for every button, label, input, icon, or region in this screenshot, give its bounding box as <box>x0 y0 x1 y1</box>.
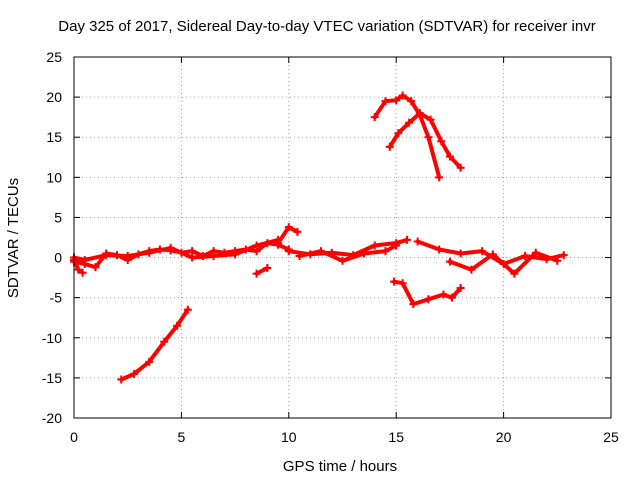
data-point <box>317 247 326 256</box>
data-point <box>445 152 454 161</box>
data-point <box>467 265 476 274</box>
data-point <box>359 249 368 258</box>
series-neg-15h <box>392 279 463 307</box>
data-point <box>293 227 302 236</box>
data-point <box>521 251 530 260</box>
data-point <box>531 248 540 257</box>
data-point <box>160 337 169 346</box>
data-point <box>392 96 401 105</box>
data-point <box>74 265 83 274</box>
data-point <box>102 251 111 260</box>
series-pos-arc-lower <box>387 111 463 170</box>
data-point <box>456 163 465 172</box>
x-axis-title: GPS time / hours <box>283 458 397 475</box>
data-point <box>488 250 497 259</box>
x-tick-label: 5 <box>178 429 186 445</box>
y-tick-label: 20 <box>46 89 62 105</box>
data-point <box>173 321 182 330</box>
data-point <box>145 357 154 366</box>
y-axis-title: SDTVAR / TECUs <box>5 178 22 298</box>
axis-ticks: 0 5 10 15 20 25 -20 -15 -10 -5 0 5 10 15 20 25 <box>42 49 619 445</box>
data-point <box>445 257 454 266</box>
x-tick-label: 20 <box>496 429 512 445</box>
data-point <box>209 251 218 260</box>
data-point <box>437 137 446 146</box>
data-point <box>381 97 390 106</box>
plot-frame <box>73 56 612 419</box>
y-tick-label: -15 <box>42 370 62 386</box>
data-point <box>252 241 261 250</box>
y-tick-label: 10 <box>46 169 62 185</box>
data-point <box>392 241 401 250</box>
data-point <box>370 113 379 122</box>
chart-title: Day 325 of 2017, Sidereal Day-to-day VTE… <box>58 18 595 35</box>
data-point <box>415 109 424 118</box>
data-point <box>166 243 175 252</box>
data-point <box>284 223 293 232</box>
data-point <box>145 248 154 257</box>
data-point <box>426 115 435 124</box>
series-neg-ramp <box>119 307 190 382</box>
x-tick-label: 0 <box>70 429 78 445</box>
data-point <box>390 277 399 286</box>
data-point <box>424 295 433 304</box>
data-point <box>413 237 422 246</box>
data-point <box>398 279 407 288</box>
data-point <box>274 239 283 248</box>
data-point <box>405 118 414 127</box>
data-point <box>252 269 261 278</box>
data-point <box>435 173 444 182</box>
data-point <box>553 256 562 265</box>
data-point <box>130 369 139 378</box>
data-point <box>435 245 444 254</box>
data-point <box>559 251 568 260</box>
y-tick-label: -20 <box>42 410 62 426</box>
y-tick-label: -10 <box>42 330 62 346</box>
data-point <box>456 284 465 293</box>
y-tick-label: 25 <box>46 49 62 65</box>
data-point <box>394 129 403 138</box>
series-bump-10h <box>276 225 300 246</box>
data-point <box>424 133 433 142</box>
data-point <box>183 305 192 314</box>
data-point <box>448 293 457 302</box>
series-baseline-2 <box>72 237 281 262</box>
data-point <box>338 256 347 265</box>
data-point <box>263 263 272 272</box>
data-point <box>398 91 407 100</box>
x-tick-label: 15 <box>388 429 404 445</box>
data-point <box>123 251 132 260</box>
y-tick-label: 5 <box>54 209 62 225</box>
data-point <box>370 241 379 250</box>
data-point <box>188 253 197 262</box>
data-point <box>91 263 100 272</box>
data-point <box>284 247 293 256</box>
data-point <box>231 250 240 259</box>
data-series <box>70 91 568 384</box>
series-afternoon-2 <box>447 250 560 276</box>
data-point <box>478 247 487 256</box>
data-point <box>117 375 126 384</box>
y-tick-label: 0 <box>54 250 62 266</box>
data-point <box>439 290 448 299</box>
grid <box>74 57 611 418</box>
data-point <box>78 268 87 277</box>
data-point <box>409 300 418 309</box>
x-tick-label: 25 <box>603 429 619 445</box>
data-point <box>80 255 89 264</box>
y-tick-label: 15 <box>46 129 62 145</box>
data-point <box>456 249 465 258</box>
data-point <box>385 142 394 151</box>
data-point <box>407 97 416 106</box>
data-point <box>381 247 390 256</box>
x-tick-label: 10 <box>281 429 297 445</box>
data-point <box>402 235 411 244</box>
data-point <box>510 269 519 278</box>
data-point <box>295 251 304 260</box>
y-tick-label: -5 <box>50 290 63 306</box>
